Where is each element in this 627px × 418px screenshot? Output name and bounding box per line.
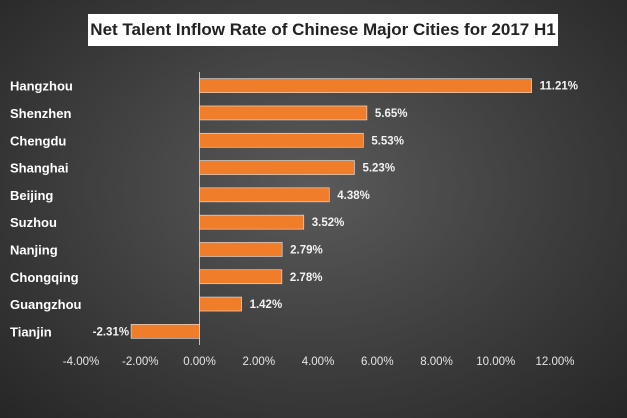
bar-shenzhen	[199, 105, 368, 121]
category-label-hangzhou: Hangzhou	[10, 79, 73, 94]
bar-nanjing	[199, 242, 283, 257]
x-tick-label: -4.00%	[63, 356, 99, 368]
x-tick-label: 8.00%	[420, 356, 453, 368]
x-tick-label: 4.00%	[302, 356, 335, 368]
x-tick-label: 6.00%	[361, 356, 394, 368]
category-label-chongqing: Chongqing	[10, 270, 79, 285]
x-tick-label: -2.00%	[122, 356, 158, 368]
category-label-guangzhou: Guangzhou	[10, 297, 82, 312]
x-tick-label: 12.00%	[535, 356, 574, 368]
x-tick-label: 10.00%	[476, 356, 515, 368]
bar-chongqing	[199, 269, 283, 285]
data-label-chongqing: 2.78%	[290, 272, 323, 284]
chart-title-box: Net Talent Inflow Rate of Chinese Major …	[88, 14, 558, 46]
category-label-shenzhen: Shenzhen	[10, 106, 71, 121]
x-tick-label: 2.00%	[242, 356, 275, 368]
bar-guangzhou	[199, 296, 242, 312]
data-label-shenzhen: 5.65%	[375, 108, 408, 120]
bar-hangzhou	[199, 78, 532, 93]
data-label-chengdu: 5.53%	[371, 135, 404, 147]
data-label-guangzhou: 1.42%	[250, 299, 283, 311]
category-label-beijing: Beijing	[10, 188, 53, 203]
category-label-chengdu: Chengdu	[10, 133, 66, 148]
data-label-beijing: 4.38%	[337, 190, 370, 202]
category-label-suzhou: Suzhou	[10, 215, 57, 230]
chart-title: Net Talent Inflow Rate of Chinese Major …	[90, 20, 556, 39]
bar-shanghai	[199, 160, 355, 175]
category-label-shanghai: Shanghai	[10, 161, 69, 176]
category-label-nanjing: Nanjing	[10, 242, 58, 257]
x-tick-label: 0.00%	[183, 356, 216, 368]
bar-tianjin	[130, 324, 200, 339]
data-label-hangzhou: 11.21%	[540, 81, 578, 93]
bar-beijing	[199, 187, 330, 203]
data-label-tianjin: -2.31%	[93, 326, 129, 338]
data-label-shanghai: 5.23%	[362, 163, 395, 175]
data-label-nanjing: 2.79%	[290, 244, 323, 256]
bar-chengdu	[199, 132, 364, 148]
data-label-suzhou: 3.52%	[312, 217, 345, 229]
category-label-tianjin: Tianjin	[10, 324, 52, 339]
bar-suzhou	[199, 214, 305, 230]
